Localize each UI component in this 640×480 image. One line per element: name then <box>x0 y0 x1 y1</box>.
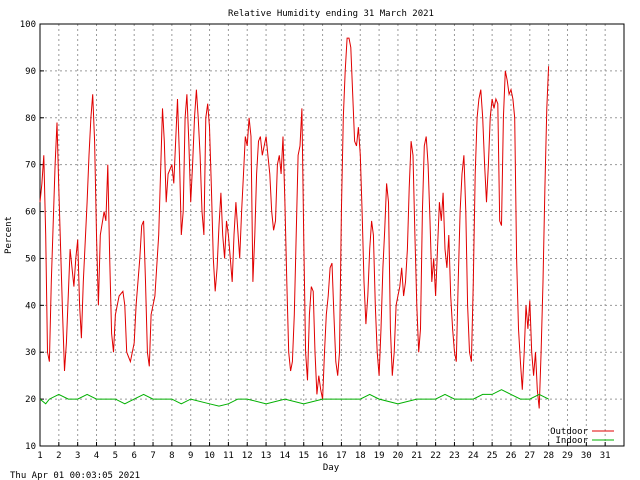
y-tick-label: 90 <box>25 67 36 77</box>
y-tick-label: 50 <box>25 254 36 264</box>
x-tick-label: 4 <box>94 451 99 461</box>
x-tick-label: 31 <box>600 451 611 461</box>
x-tick-label: 2 <box>56 451 61 461</box>
x-tick-label: 15 <box>298 451 309 461</box>
x-tick-label: 20 <box>393 451 404 461</box>
x-tick-label: 16 <box>317 451 328 461</box>
y-tick-label: 30 <box>25 348 36 358</box>
x-tick-label: 26 <box>506 451 517 461</box>
x-tick-label: 19 <box>374 451 385 461</box>
footer-timestamp: Thu Apr 01 00:03:05 2021 <box>10 471 140 480</box>
x-tick-label: 23 <box>449 451 460 461</box>
x-tick-label: 28 <box>543 451 554 461</box>
legend-label-outdoor: Outdoor <box>550 427 589 437</box>
plot-frame <box>39 23 625 447</box>
x-tick-label: 18 <box>355 451 366 461</box>
x-tick-label: 17 <box>336 451 347 461</box>
x-tick-label: 12 <box>242 451 253 461</box>
x-tick-label: 27 <box>524 451 535 461</box>
series-lines <box>39 37 550 409</box>
x-tick-label: 6 <box>131 451 136 461</box>
x-tick-label: 5 <box>113 451 118 461</box>
y-tick-label: 70 <box>25 161 36 171</box>
x-tick-label: 21 <box>411 451 422 461</box>
series-line-outdoor <box>39 37 550 409</box>
x-tick-label: 14 <box>279 451 290 461</box>
x-tick-label: 29 <box>562 451 573 461</box>
x-tick-label: 9 <box>188 451 193 461</box>
x-tick-label: 3 <box>75 451 80 461</box>
x-tick-label: 13 <box>261 451 272 461</box>
x-axis-ticks: 1 2 3 4 5 6 7 8 9 10 11 12 13 14 15 16 17 18 19 20 21 22 23 24 2… <box>37 442 611 461</box>
y-tick-label: 100 <box>20 20 36 30</box>
x-tick-label: 22 <box>430 451 441 461</box>
y-tick-label: 60 <box>25 208 36 218</box>
x-tick-label: 11 <box>223 451 234 461</box>
y-tick-label: 10 <box>25 442 36 452</box>
y-axis-ticks: 10 20 30 40 50 60 70 80 90 100 <box>20 20 44 452</box>
x-tick-label: 24 <box>468 451 479 461</box>
chart-title: Relative Humidity ending 31 March 2021 <box>228 9 434 19</box>
series-line-indoor <box>39 389 549 407</box>
x-tick-label: 30 <box>581 451 592 461</box>
x-tick-label: 1 <box>37 451 42 461</box>
x-tick-label: 25 <box>487 451 498 461</box>
y-tick-label: 40 <box>25 301 36 311</box>
y-axis-label: Percent <box>4 216 14 254</box>
x-axis-label: Day <box>323 463 340 473</box>
x-tick-label: 10 <box>204 451 215 461</box>
y-tick-label: 80 <box>25 114 36 124</box>
x-tick-label: 7 <box>150 451 155 461</box>
legend-label-indoor: Indoor <box>555 436 588 446</box>
y-tick-label: 20 <box>25 395 36 405</box>
x-tick-label: 8 <box>169 451 174 461</box>
